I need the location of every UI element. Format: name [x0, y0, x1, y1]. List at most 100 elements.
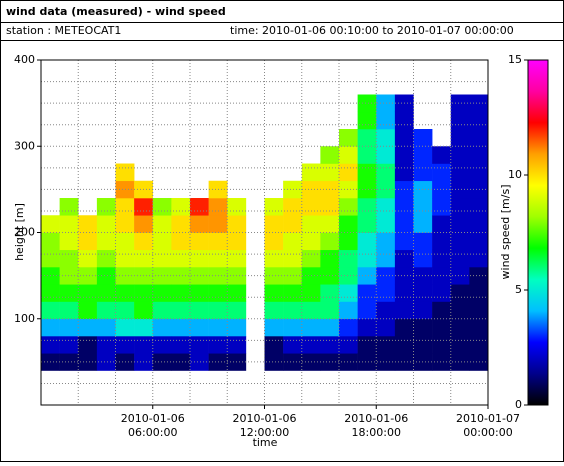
- heat-cell: [450, 284, 470, 302]
- heat-cell: [208, 215, 228, 233]
- heat-cell: [264, 336, 284, 354]
- heat-cell: [171, 284, 191, 302]
- heat-cell: [152, 232, 172, 251]
- heat-cell: [96, 301, 116, 320]
- heat-cell: [134, 318, 154, 337]
- heat-cell: [357, 267, 377, 285]
- heat-cell: [394, 111, 414, 130]
- heat-cell: [357, 215, 377, 233]
- heat-cell: [376, 163, 396, 182]
- heat-cell: [190, 336, 209, 354]
- heat-cell: [413, 129, 433, 147]
- heat-cell: [283, 301, 303, 320]
- heat-cell: [115, 180, 135, 199]
- heat-cell: [96, 215, 116, 233]
- x-tick-label: 06:00:00: [128, 426, 177, 439]
- heat-cell: [357, 198, 377, 216]
- heat-cell: [413, 198, 433, 216]
- heat-cell: [469, 284, 489, 302]
- heat-cell: [357, 180, 377, 199]
- heat-cell: [134, 301, 154, 320]
- heat-cell: [227, 336, 247, 354]
- heat-cell: [394, 146, 414, 164]
- heat-cell: [450, 129, 470, 147]
- heat-cell: [227, 249, 247, 268]
- heat-cell: [227, 198, 247, 216]
- heat-cell: [394, 301, 414, 320]
- heat-cell: [264, 318, 284, 337]
- y-tick-label: 400: [14, 53, 35, 66]
- y-tick-label: 200: [14, 226, 35, 239]
- heat-cell: [376, 249, 396, 268]
- heat-cell: [376, 215, 396, 233]
- heat-cell: [78, 336, 98, 354]
- colorbar-tick-label: 0: [515, 398, 522, 411]
- heat-cell: [227, 232, 247, 251]
- heat-cell: [171, 267, 191, 285]
- heat-cell: [96, 336, 116, 354]
- heat-cell: [432, 284, 452, 302]
- heat-cell: [190, 232, 209, 251]
- heat-cell: [152, 249, 172, 268]
- heat-cell: [59, 232, 79, 251]
- heat-cell: [96, 232, 116, 251]
- heat-cell: [469, 336, 489, 354]
- heat-cell: [301, 163, 321, 182]
- heat-cell: [450, 232, 470, 251]
- heat-cell: [450, 318, 470, 337]
- heat-cell: [208, 284, 228, 302]
- heat-cell: [376, 180, 396, 199]
- x-tick-label: 00:00:00: [463, 426, 512, 439]
- heat-cell: [301, 215, 321, 233]
- x-axis-label: time: [253, 436, 278, 449]
- heat-cell: [152, 318, 172, 337]
- heat-cell: [152, 336, 172, 354]
- heat-cell: [432, 301, 452, 320]
- heat-cell: [264, 232, 284, 251]
- heat-cell: [78, 284, 98, 302]
- heat-cell: [469, 267, 489, 285]
- heat-cell: [96, 267, 116, 285]
- heat-cell: [208, 318, 228, 337]
- heat-cell: [469, 353, 489, 371]
- heat-cell: [339, 146, 358, 164]
- heat-cell: [115, 336, 135, 354]
- heat-cell: [450, 163, 470, 182]
- heat-cell: [134, 232, 154, 251]
- heat-cell: [394, 318, 414, 337]
- heat-cell: [339, 318, 358, 337]
- heat-cell: [115, 163, 135, 182]
- heat-cell: [152, 353, 172, 371]
- heat-cell: [134, 215, 154, 233]
- heat-cell: [59, 198, 79, 216]
- heat-cell: [469, 129, 489, 147]
- heat-cell: [357, 129, 377, 147]
- heat-cell: [450, 111, 470, 130]
- y-axis-label: height [m]: [13, 203, 26, 261]
- heat-cell: [339, 129, 358, 147]
- heat-cell: [41, 284, 60, 302]
- heat-cell: [152, 215, 172, 233]
- heat-cell: [339, 267, 358, 285]
- heat-cell: [413, 215, 433, 233]
- heat-cell: [115, 318, 135, 337]
- heat-cell: [115, 249, 135, 268]
- heat-cell: [357, 318, 377, 337]
- heat-cell: [115, 232, 135, 251]
- heat-cell: [413, 232, 433, 251]
- heat-cell: [432, 267, 452, 285]
- heat-cell: [450, 353, 470, 371]
- heat-cell: [357, 111, 377, 130]
- heat-cell: [450, 215, 470, 233]
- colorbar-label: wind speed [m/s]: [499, 185, 512, 280]
- heat-cell: [320, 318, 340, 337]
- heat-cell: [190, 301, 209, 320]
- heat-cell: [134, 336, 154, 354]
- heat-cell: [283, 318, 303, 337]
- heat-cell: [171, 249, 191, 268]
- heat-cell: [264, 215, 284, 233]
- heat-cell: [469, 232, 489, 251]
- heat-cell: [339, 336, 358, 354]
- heat-cell: [96, 353, 116, 371]
